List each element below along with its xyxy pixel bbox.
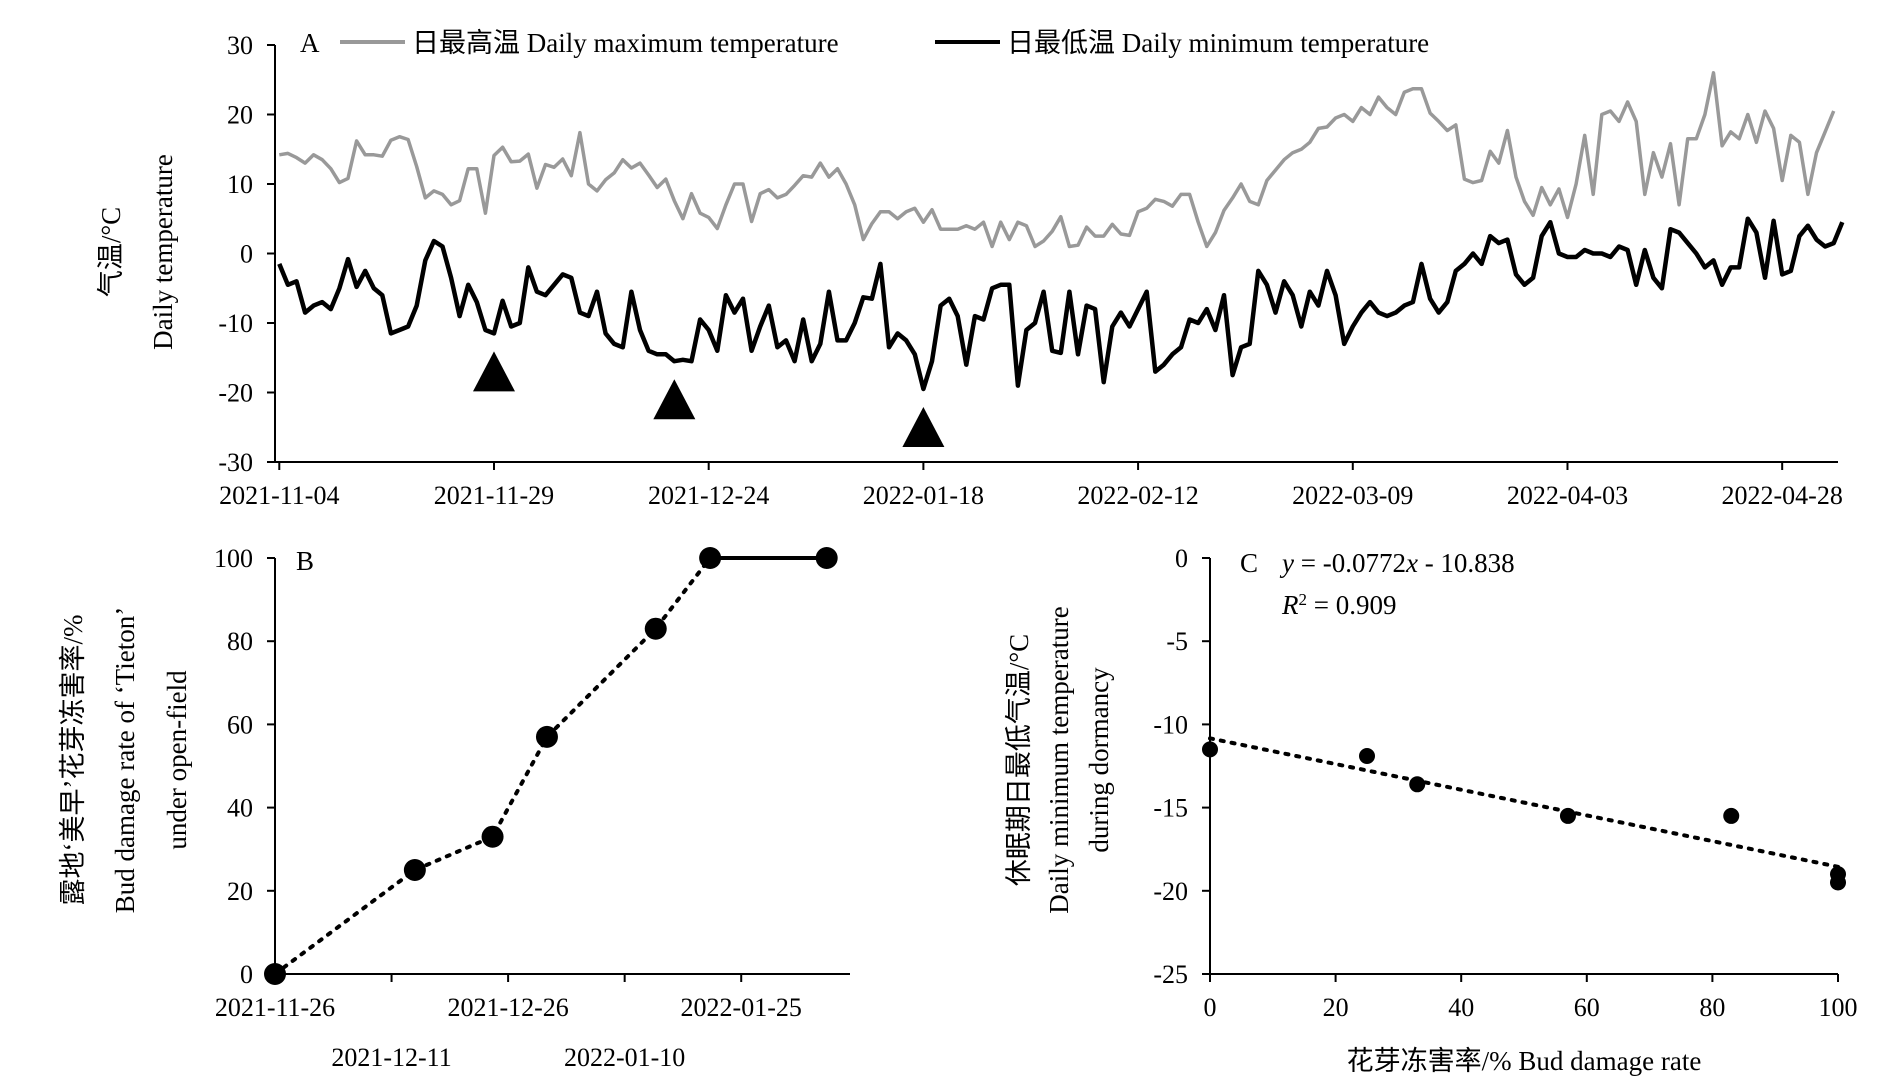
panel-c-chart: C y = -0.0772x - 10.838 R2 = 0.909 休眠期日最… [1004,544,1858,1076]
r-squared: R2 = 0.909 [1281,590,1396,621]
bud-damage-point [699,547,722,569]
scatter-point [1409,776,1426,793]
regression-equation: y = -0.0772x - 10.838 [1279,548,1515,578]
panel-a-ytick-label: -20 [218,379,253,408]
frost-event-triangle-marker [472,351,515,392]
panel-b-ytick-label: 40 [227,794,253,823]
panel-c-ytick-label: -25 [1153,960,1188,989]
panel-a-ylabel-en: Daily temperature [148,154,178,350]
panel-c-ytick-label: 0 [1175,544,1188,573]
panel-a-ylabel-cn: 气温/°C [96,207,126,297]
panel-a-chart: A 日最高温 Daily maximum temperature 日最低温 Da… [96,28,1845,510]
panel-b-xtick-label: 2022-01-25 [681,993,802,1022]
panel-c-xtick-label: 0 [1204,993,1217,1022]
frost-event-triangle-marker [902,407,945,448]
panel-a-xtick-label: 2022-01-18 [863,481,984,510]
panel-c-ylabel-en1: Daily minimum temperature [1044,606,1074,913]
panel-c-ytick-label: -10 [1153,710,1188,739]
panel-a-xtick-label: 2021-12-24 [648,481,769,510]
panel-b-chart: B 露地‘美早’花芽冻害率/% Bud damage rate of ‘Tiet… [58,544,850,1072]
panel-b-xtick-label: 2021-12-26 [447,993,568,1022]
scatter-point [1830,874,1846,891]
panel-a-xtick-label: 2022-03-09 [1292,481,1413,510]
panel-b-ylabel-en1: Bud damage rate of ‘Tieton’ [110,607,140,913]
panel-b-ytick-label: 0 [240,960,253,989]
panel-a-label: A [300,28,320,58]
panel-b-ytick-label: 80 [227,627,253,656]
panel-a-ytick-label: 20 [227,101,253,130]
panel-b-ylabel-cn: 露地‘美早’花芽冻害率/% [58,615,88,906]
frost-event-triangle-marker [653,379,696,420]
scatter-point [1202,741,1218,758]
panel-b-ytick-label: 100 [214,544,253,573]
panel-b-ytick-label: 20 [227,877,253,906]
scatter-point [1723,807,1740,824]
series-min-temperature-line [277,216,1845,392]
legend-min-label: 日最低温 Daily minimum temperature [1007,28,1429,58]
panel-c-xtick-label: 60 [1574,993,1600,1022]
regression-trendline [1208,736,1840,869]
panel-c-ytick-label: -20 [1153,877,1188,906]
panel-c-xtick-label: 80 [1699,993,1725,1022]
panel-a-ytick-label: -30 [218,448,253,477]
bud-damage-point [815,547,838,569]
bud-damage-dotted-line [273,556,713,976]
panel-a-xtick-label: 2022-04-28 [1722,481,1843,510]
panel-b-xtick-label: 2021-11-26 [215,993,335,1022]
panel-a-ytick-label: 0 [240,240,253,269]
scatter-point [1359,748,1375,765]
legend-max-label: 日最高温 Daily maximum temperature [412,28,839,58]
panel-c-ytick-label: -5 [1166,627,1188,656]
panel-c-xtick-label: 100 [1819,993,1858,1022]
panel-b-ytick-label: 60 [227,710,253,739]
panel-a-xtick-label: 2022-04-03 [1507,481,1628,510]
panel-b-xtick-label: 2022-01-10 [564,1043,685,1072]
panel-a-xtick-label: 2022-02-12 [1077,481,1198,510]
panel-c-ytick-label: -15 [1153,794,1188,823]
scatter-point [1559,807,1576,824]
panel-b-ylabel-en2: under open-field [162,670,192,850]
panel-a-ytick-label: -10 [218,309,253,338]
panel-c-xtick-label: 20 [1323,993,1349,1022]
panel-b-xtick-label: 2021-12-11 [331,1043,451,1072]
bud-damage-point [535,725,558,748]
panel-c-ylabel-en2: during dormancy [1084,667,1114,853]
series-max-temperature-line [279,71,1836,249]
panel-a-xtick-label: 2021-11-29 [434,481,554,510]
panel-b-label: B [296,546,314,576]
panel-a-ytick-label: 10 [227,170,253,199]
panel-c-ylabel-cn: 休眠期日最低气温/°C [1004,634,1034,886]
panel-a-ytick-label: 30 [227,31,253,60]
panel-a-xtick-label: 2021-11-04 [219,481,339,510]
panel-c-label: C [1240,548,1258,578]
bud-damage-point [481,825,504,848]
bud-damage-point [644,617,667,640]
panel-c-xtick-label: 40 [1448,993,1474,1022]
bud-damage-point [403,859,426,881]
bud-damage-point [264,963,286,985]
panel-c-xlabel: 花芽冻害率/% Bud damage rate [1347,1046,1702,1076]
